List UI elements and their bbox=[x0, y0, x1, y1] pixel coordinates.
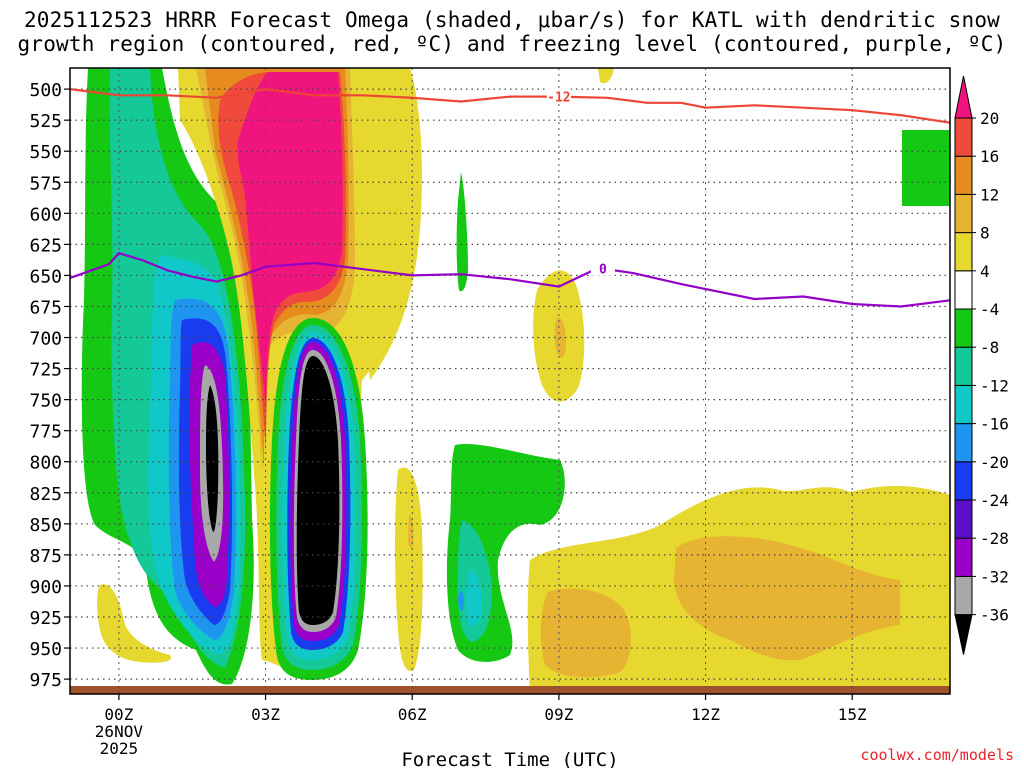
x-axis-label: Forecast Time (UTC) bbox=[401, 749, 618, 768]
y-tick-label-525: 525 bbox=[29, 111, 62, 132]
y-tick-label-875: 875 bbox=[29, 546, 62, 567]
omega-region-green-upper-right bbox=[902, 130, 950, 206]
contour-line-minus12C bbox=[69, 87, 951, 124]
colorbar-swatch-1 bbox=[954, 575, 973, 616]
y-tick-label-800: 800 bbox=[29, 453, 62, 474]
omega-shaded-field bbox=[70, 68, 950, 694]
colorbar-swatch-4 bbox=[954, 461, 973, 501]
x-tick-label-06Z: 06Z bbox=[398, 705, 427, 724]
y-tick-label-975: 975 bbox=[29, 670, 62, 691]
contour-lines: -12 0 bbox=[69, 87, 951, 308]
colorbar-label-3: -24 bbox=[980, 491, 1009, 510]
colorbar-swatch-2 bbox=[954, 537, 973, 577]
x-tick-date: 26NOV bbox=[95, 722, 144, 741]
contour-label-freezing: 0 bbox=[599, 263, 607, 278]
omega-region-cyan-mid bbox=[465, 570, 482, 627]
plot-frame bbox=[69, 67, 951, 695]
colorbar-label-5: -16 bbox=[980, 415, 1009, 434]
colorbar-swatch-13 bbox=[954, 117, 973, 157]
omega-region-yellow-06z bbox=[395, 467, 423, 671]
x-tick-label-03Z: 03Z bbox=[251, 705, 280, 724]
y-tick-label-650: 650 bbox=[29, 266, 62, 287]
y-tick-label-825: 825 bbox=[29, 484, 62, 505]
omega-region-yellow-upper-09z bbox=[598, 68, 614, 84]
y-tick-label-675: 675 bbox=[29, 297, 62, 318]
colorbar-label-1: -32 bbox=[980, 567, 1009, 586]
x-tick-label-09Z: 09Z bbox=[544, 705, 573, 724]
y-tick-label-550: 550 bbox=[29, 142, 62, 163]
colorbar-label-9: 4 bbox=[980, 262, 990, 281]
y-tick-label-500: 500 bbox=[29, 80, 62, 101]
colorbar-label-11: 12 bbox=[980, 185, 999, 204]
y-tick-label-775: 775 bbox=[29, 422, 62, 443]
colorbar-swatch-6 bbox=[954, 384, 973, 425]
omega-region-black-left bbox=[206, 385, 219, 532]
y-tick-label-925: 925 bbox=[29, 608, 62, 629]
y-tick-label-900: 900 bbox=[29, 577, 62, 598]
y-axis: 500 525 550 575 600 625 650 675 700 725 750 775 800 8… bbox=[29, 80, 70, 691]
contour-label-bg bbox=[546, 88, 571, 104]
grid-lines bbox=[70, 68, 950, 694]
colorbar-swatch-0 bbox=[954, 614, 973, 655]
colorbar-swatch-5 bbox=[954, 423, 973, 463]
colorbar-label-10: 8 bbox=[980, 224, 990, 243]
x-tick-label-12Z: 12Z bbox=[691, 705, 720, 724]
y-tick-label-850: 850 bbox=[29, 515, 62, 536]
colorbar-swatch-10 bbox=[954, 232, 973, 272]
colorbar-swatch-11 bbox=[954, 193, 973, 234]
x-tick-year: 2025 bbox=[100, 739, 139, 758]
chart-title-line2: growth region (contoured, red, ºC) and f… bbox=[17, 32, 1007, 56]
y-tick-label-625: 625 bbox=[29, 235, 62, 256]
chart-title-line1: 2025112523 HRRR Forecast Omega (shaded, … bbox=[23, 8, 1001, 32]
colorbar-swatch-8 bbox=[954, 308, 973, 348]
colorbar-swatch-14 bbox=[954, 75, 973, 119]
x-tick-label-00Z: 00Z bbox=[104, 705, 133, 724]
colorbar-label-8: -4 bbox=[980, 300, 999, 319]
colorbar-label-13: 20 bbox=[980, 109, 999, 128]
omega-region-black-right bbox=[296, 356, 340, 625]
x-tick-label-15Z: 15Z bbox=[838, 705, 867, 724]
y-tick-label-725: 725 bbox=[29, 360, 62, 381]
colorbar-label-2: -28 bbox=[980, 529, 1009, 548]
colorbar-label-0: -36 bbox=[980, 606, 1009, 625]
colorbar: -36 -32 -28 -24 -20 -16 -12 -8 -4 4 8 12 16 20 bbox=[954, 75, 1009, 655]
y-tick-label-950: 950 bbox=[29, 639, 62, 660]
omega-region-yellow-left-lower bbox=[97, 584, 171, 663]
omega-region-magenta-center bbox=[237, 72, 343, 410]
colorbar-swatch-9 bbox=[954, 270, 973, 310]
omega-region-blue-mid bbox=[458, 590, 464, 611]
omega-region-green-streak bbox=[456, 172, 468, 292]
colorbar-label-4: -20 bbox=[980, 453, 1009, 472]
omega-region-yellow-upper bbox=[352, 68, 422, 380]
source-credit: coolwx.com/models bbox=[860, 746, 1014, 764]
y-tick-label-700: 700 bbox=[29, 329, 62, 350]
colorbar-label-6: -12 bbox=[980, 376, 1009, 395]
omega-region-orange-right-lower bbox=[540, 588, 631, 678]
colorbar-swatch-7 bbox=[954, 346, 973, 386]
colorbar-swatch-12 bbox=[954, 155, 973, 195]
contour-label-bg bbox=[590, 260, 615, 276]
contour-label-minus12C: -12 bbox=[547, 91, 570, 106]
y-tick-label-575: 575 bbox=[29, 173, 62, 194]
colorbar-swatch-3 bbox=[954, 499, 973, 539]
colorbar-label-7: -8 bbox=[980, 338, 999, 357]
y-tick-label-750: 750 bbox=[29, 391, 62, 412]
colorbar-label-12: 16 bbox=[980, 147, 999, 166]
omega-region-orange-right-lower2 bbox=[674, 536, 900, 661]
contour-line-freezing bbox=[69, 251, 951, 308]
surface-terrain bbox=[70, 686, 950, 694]
y-tick-label-600: 600 bbox=[29, 204, 62, 225]
